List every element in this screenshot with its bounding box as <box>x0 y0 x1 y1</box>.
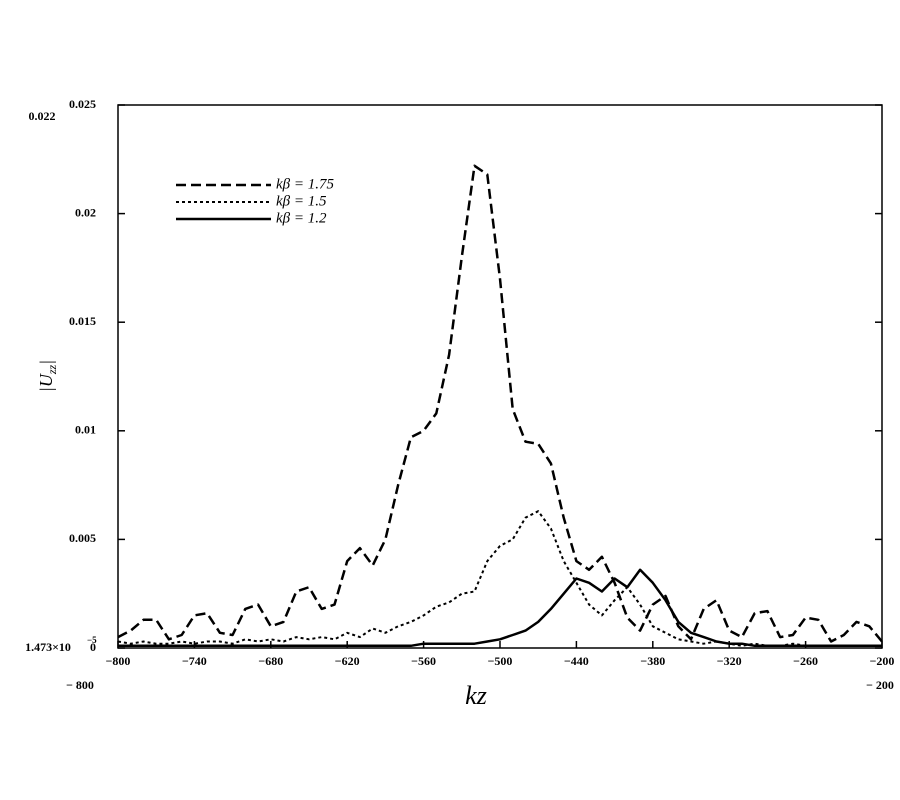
series-line <box>117 510 882 647</box>
y-tick-label: 0 <box>90 640 96 654</box>
x-tick-label: −440 <box>564 654 589 668</box>
y-tick-label: 0.015 <box>69 314 96 328</box>
x-min-label: − 800 <box>66 678 94 692</box>
y-max-label: 0.022 <box>29 109 56 123</box>
x-axis-label: kz <box>465 681 487 710</box>
legend-label: kβ = 1.5 <box>276 193 327 209</box>
plot-frame <box>117 104 883 649</box>
y-axis-label-close: | <box>36 360 56 365</box>
x-tick-label: −740 <box>182 654 207 668</box>
legend-label: kβ = 1.2 <box>276 210 327 226</box>
x-tick-label: −680 <box>258 654 283 668</box>
x-tick-label: −800 <box>106 654 131 668</box>
x-tick-label: −560 <box>411 654 436 668</box>
y-tick-label: 0.005 <box>69 531 96 545</box>
y-tick-label: 0.025 <box>69 97 96 111</box>
y-min-label: 1.473×10 <box>25 640 71 654</box>
y-min-exponent: −5 <box>87 635 97 645</box>
x-tick-label: −320 <box>717 654 742 668</box>
x-tick-label: −620 <box>335 654 360 668</box>
x-tick-label: −260 <box>793 654 818 668</box>
legend-label: kβ = 1.75 <box>276 176 335 192</box>
x-tick-label: −200 <box>870 654 895 668</box>
series-line <box>117 164 883 643</box>
y-tick-label: 0.02 <box>75 205 96 219</box>
x-tick-label: −380 <box>640 654 665 668</box>
x-max-label: − 200 <box>866 678 894 692</box>
x-tick-label: −500 <box>488 654 513 668</box>
y-axis-label: |Uzz| <box>36 360 59 392</box>
series-line <box>118 568 882 648</box>
y-tick-label: 0.01 <box>75 423 96 437</box>
y-axis-label-subscript: zz <box>45 365 59 376</box>
y-axis-label-main: |U <box>36 373 56 392</box>
